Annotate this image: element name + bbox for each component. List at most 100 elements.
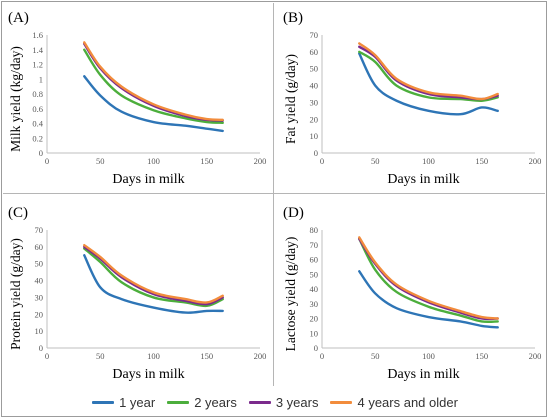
series-line-1-year	[83, 75, 224, 133]
panel-divider-vertical	[273, 3, 274, 386]
y-axis-label: Protein yield (g/day)	[8, 238, 23, 350]
x-axis-label: Days in milk	[387, 367, 459, 382]
y-axis-label: Lactose yield (g/day)	[283, 237, 298, 352]
y-tick-label: 0	[314, 343, 318, 353]
series-line-2-years	[83, 48, 224, 124]
series-line-4-years-and-older	[83, 243, 224, 304]
y-tick-label: 50	[35, 259, 44, 269]
series-line-1-year	[358, 52, 499, 116]
y-tick-label: 10	[35, 326, 44, 336]
legend-swatch	[248, 400, 271, 404]
legend-swatch	[330, 400, 353, 404]
legend-swatch	[92, 400, 115, 404]
legend-item-2-years: 2 years	[167, 395, 237, 410]
x-tick-label: 50	[96, 351, 105, 361]
panel-label: (D)	[283, 205, 304, 221]
legend-label: 4 years and older	[357, 394, 458, 410]
chart-panel-d: (D) 0 10 20 30 40 50 60 70 80 0 50 100 150 200 Days in …	[275, 195, 545, 390]
chart-panel-b: (B) 0 10 20 30 40 50 60 70 0 50 100 150 200 Days in mi…	[275, 0, 545, 195]
y-axis-label: Fat yield (g/day)	[283, 54, 298, 144]
y-tick-label: 50	[310, 269, 319, 279]
x-tick-label: 150	[200, 351, 213, 361]
y-tick-label: 0	[39, 343, 43, 353]
y-tick-label: 40	[35, 276, 44, 286]
y-tick-label: 10	[310, 328, 319, 338]
y-tick-label: 70	[310, 30, 319, 40]
y-tick-label: 60	[310, 47, 319, 57]
series-line-4-years-and-older	[358, 236, 499, 320]
y-tick-label: 30	[310, 97, 319, 107]
y-tick-label: 50	[310, 64, 319, 74]
y-tick-label: 0.8	[32, 89, 43, 99]
series-line-2-years	[83, 247, 224, 308]
x-tick-label: 50	[371, 156, 380, 166]
y-tick-label: 30	[35, 292, 44, 302]
y-tick-label: 20	[35, 309, 44, 319]
legend-item-1-year: 1 year	[92, 395, 155, 410]
x-tick-label: 0	[320, 156, 324, 166]
x-tick-label: 200	[529, 351, 542, 361]
y-tick-label: 20	[310, 314, 319, 324]
series-line-1-year	[83, 254, 224, 314]
chart-panel-c: (C) 0 10 20 30 40 50 60 70 0 50 100 150 200 Days in mi…	[0, 195, 270, 390]
chart-panel-a: (A) 0 0.2 0.4 0.6 0.8 1 1.2 1.4 1.6 0 50 100 150 200 Da…	[0, 0, 270, 195]
x-axis-label: Days in milk	[112, 172, 184, 187]
y-tick-label: 1.2	[32, 60, 43, 70]
legend: 1 year 2 years 3 years 4 years and older	[0, 390, 550, 414]
y-tick-label: 20	[310, 114, 319, 124]
x-tick-label: 100	[422, 156, 435, 166]
x-tick-label: 100	[422, 351, 435, 361]
legend-item-4-years-and-older: 4 years and older	[330, 394, 458, 410]
x-tick-label: 0	[320, 351, 324, 361]
y-tick-label: 0.4	[32, 119, 43, 129]
y-tick-label: 60	[35, 242, 44, 252]
legend-label: 2 years	[194, 394, 237, 410]
legend-label: 1 year	[119, 394, 156, 410]
legend-label: 3 years	[275, 394, 319, 410]
x-tick-label: 0	[45, 156, 49, 166]
x-tick-label: 100	[147, 156, 160, 166]
panel-label: (C)	[8, 205, 28, 221]
y-tick-label: 0.6	[32, 104, 43, 114]
series-line-3-years	[83, 245, 224, 306]
legend-swatch	[167, 400, 190, 404]
y-tick-label: 70	[35, 225, 44, 235]
chart-svg-d: (D) 0 10 20 30 40 50 60 70 80 0 50 100 150 200 Days in …	[283, 205, 542, 382]
y-tick-label: 30	[310, 299, 319, 309]
y-tick-label: 80	[310, 225, 319, 235]
x-tick-label: 200	[529, 156, 542, 166]
panel-divider-horizontal	[3, 193, 545, 194]
y-tick-label: 1	[39, 74, 43, 84]
x-axis-label: Days in milk	[112, 367, 184, 382]
x-tick-label: 150	[475, 156, 488, 166]
y-tick-label: 0	[314, 148, 318, 158]
x-tick-label: 100	[147, 351, 160, 361]
chart-svg-c: (C) 0 10 20 30 40 50 60 70 0 50 100 150 200 Days in mi…	[8, 205, 267, 382]
series-line-4-years-and-older	[358, 42, 499, 101]
panel-label: (A)	[8, 10, 29, 26]
y-tick-label: 0	[39, 148, 43, 158]
y-tick-label: 10	[310, 131, 319, 141]
x-tick-label: 150	[475, 351, 488, 361]
x-tick-label: 50	[96, 156, 105, 166]
chart-svg-a: (A) 0 0.2 0.4 0.6 0.8 1 1.2 1.4 1.6 0 50 100 150 200 Da…	[8, 10, 267, 187]
y-tick-label: 40	[310, 284, 319, 294]
y-axis-label: Milk yield (kg/day)	[8, 46, 23, 152]
legend-item-3-years: 3 years	[248, 394, 319, 410]
y-tick-label: 70	[310, 240, 319, 250]
series-line-2-years	[358, 237, 499, 324]
x-tick-label: 50	[371, 351, 380, 361]
series-line-2-years	[358, 50, 499, 102]
y-tick-label: 40	[310, 81, 319, 91]
series-line-1-year	[358, 270, 499, 329]
y-tick-label: 0.2	[32, 133, 43, 143]
x-axis-label: Days in milk	[387, 172, 459, 187]
panel-label: (B)	[283, 10, 303, 26]
x-tick-label: 200	[254, 156, 267, 166]
series-line-4-years-and-older	[83, 41, 224, 122]
x-tick-label: 200	[254, 351, 267, 361]
chart-svg-b: (B) 0 10 20 30 40 50 60 70 0 50 100 150 200 Days in mi…	[283, 10, 542, 187]
x-tick-label: 0	[45, 351, 49, 361]
